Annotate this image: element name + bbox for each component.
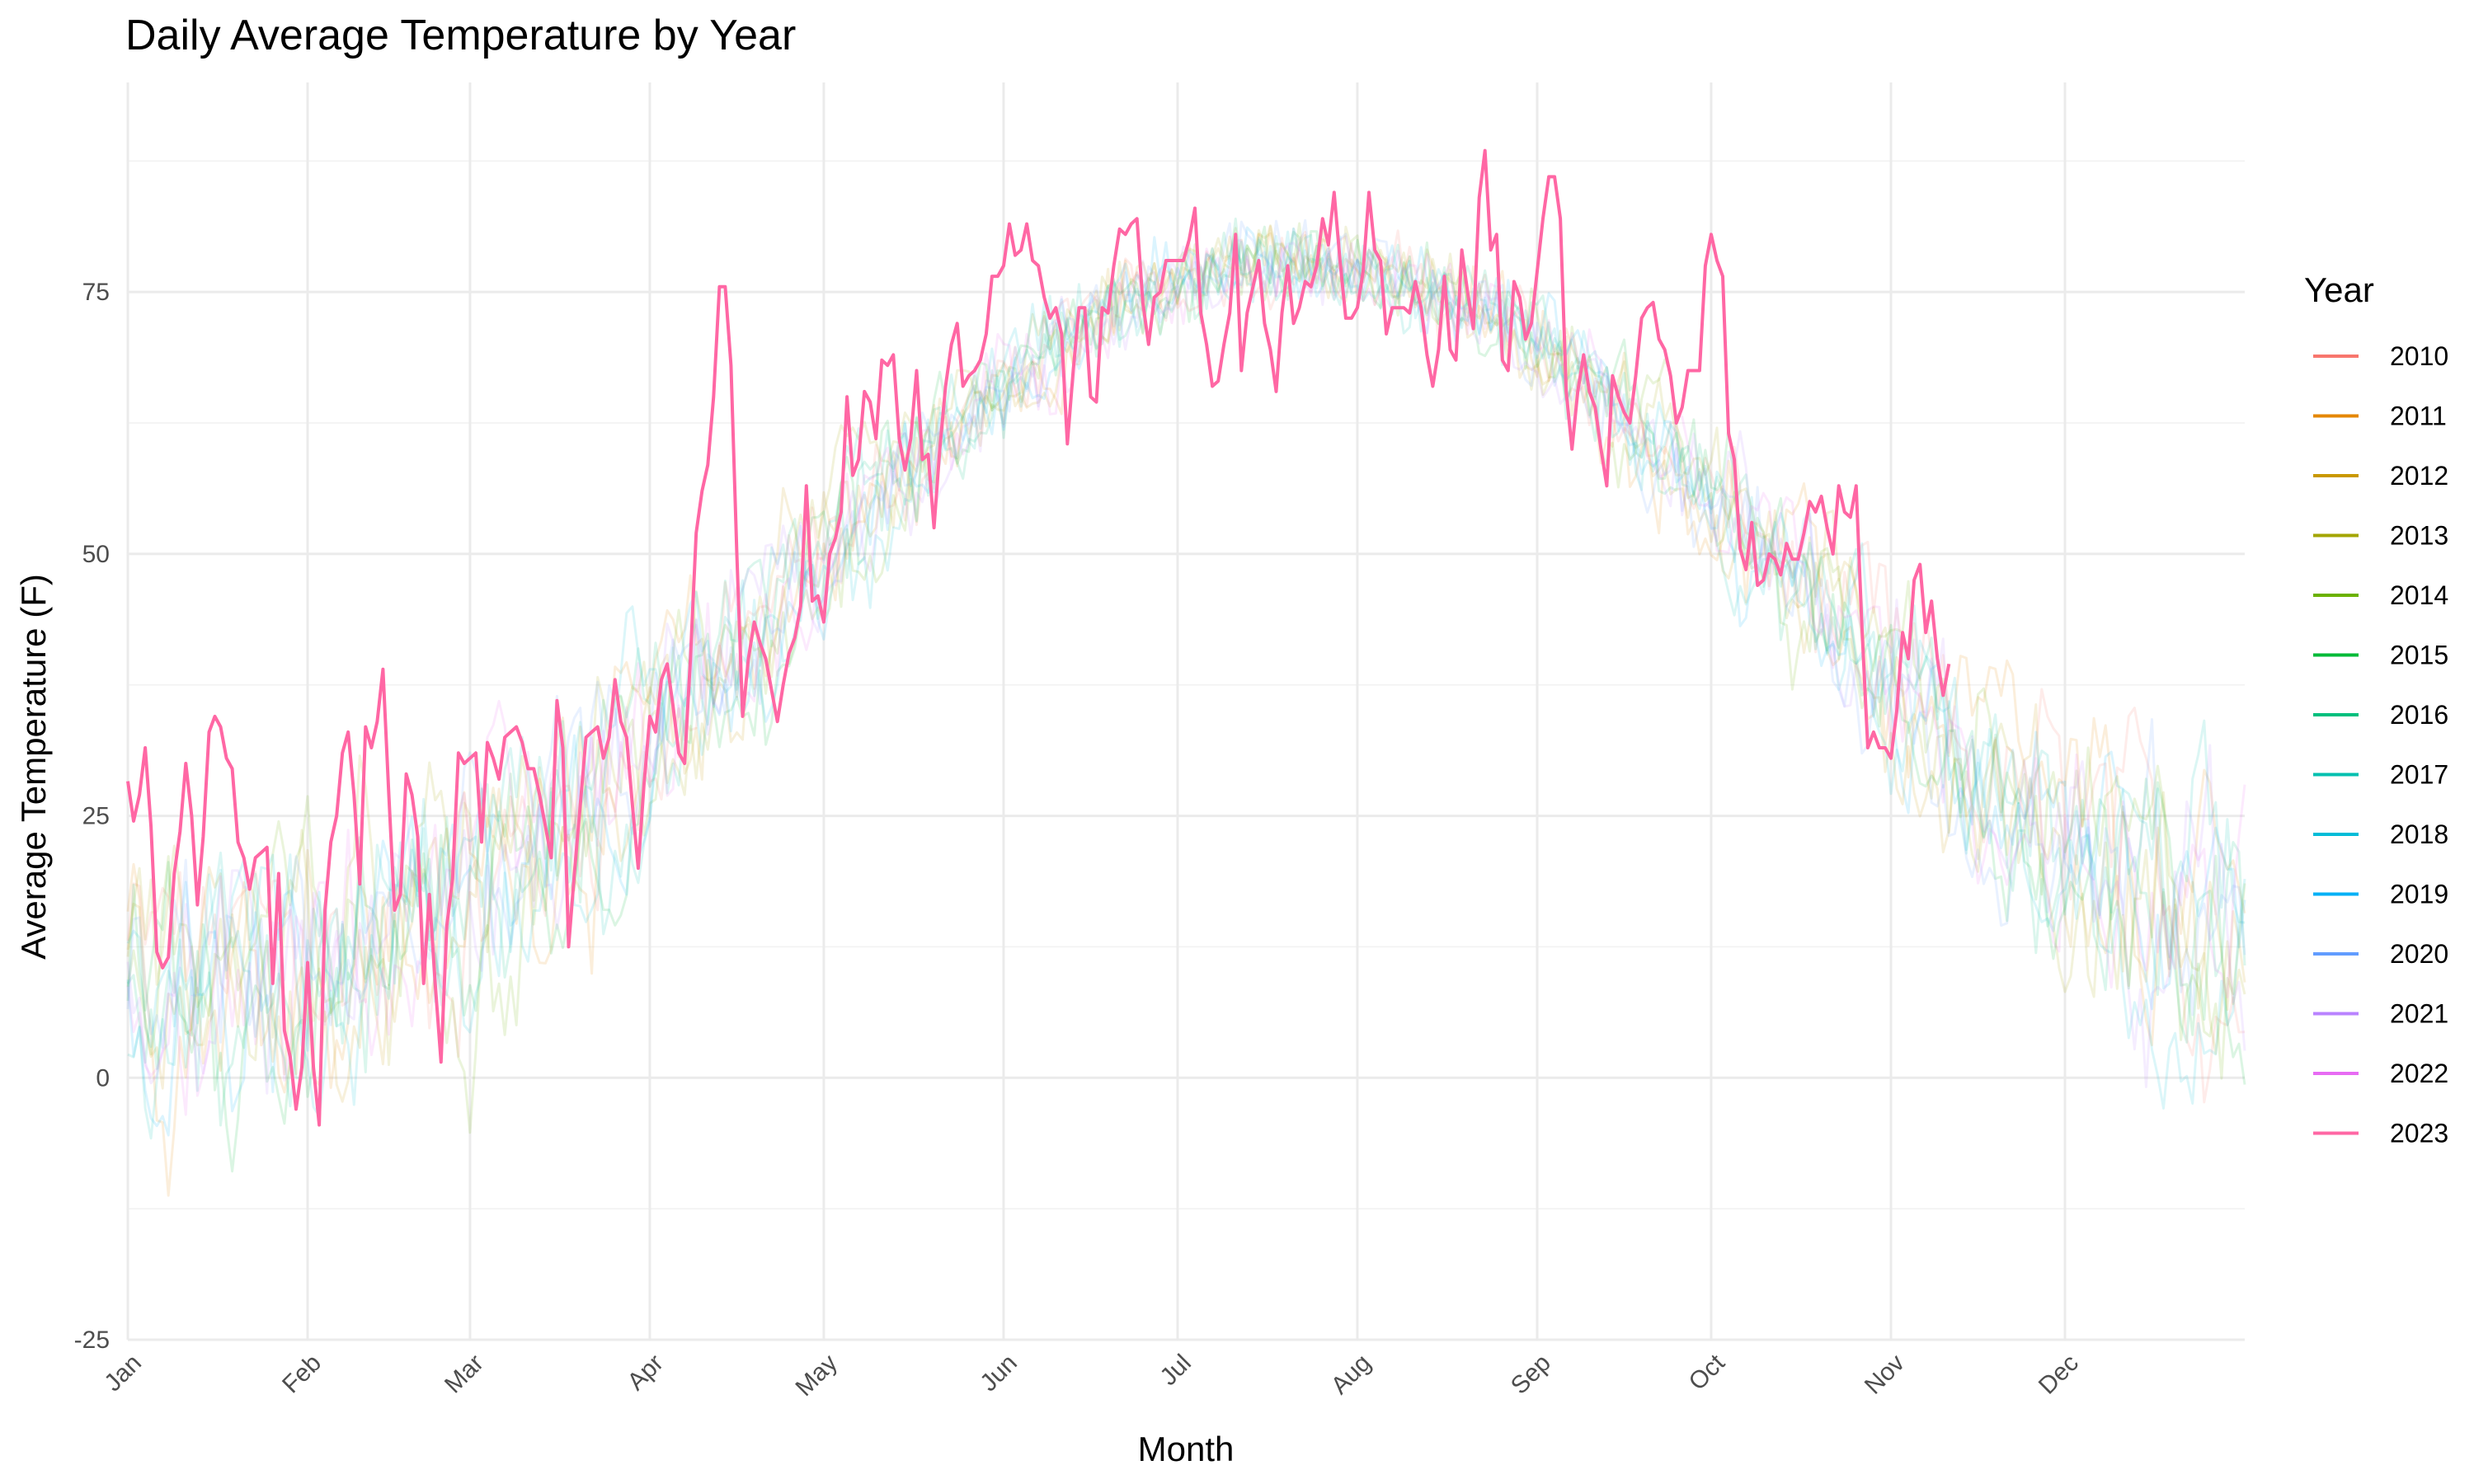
legend-entry-2017: 2017	[2313, 760, 2448, 790]
legend-title: Year	[2304, 270, 2374, 309]
legend-entry-2010: 2010	[2313, 341, 2448, 371]
legend-entry-2023: 2023	[2313, 1119, 2448, 1148]
series-line-2017	[127, 233, 2246, 1140]
legend-label: 2017	[2390, 760, 2448, 790]
legend-label: 2010	[2390, 341, 2448, 371]
x-axis-title: Month	[1138, 1430, 1235, 1468]
x-tick-label: Nov	[1860, 1350, 1910, 1400]
background-series-group	[126, 217, 2246, 1197]
legend-label: 2016	[2390, 700, 2448, 730]
x-tick-label: Jul	[1155, 1350, 1196, 1391]
series-line-2010	[126, 229, 2246, 1104]
legend-entry-2018: 2018	[2313, 819, 2448, 849]
x-tick-label: Feb	[277, 1350, 327, 1399]
legend-entry-2014: 2014	[2313, 580, 2448, 610]
legend-label: 2012	[2390, 461, 2448, 491]
legend-entry-2016: 2016	[2313, 700, 2448, 730]
legend-entry-2013: 2013	[2313, 521, 2448, 551]
y-tick-label: 75	[82, 279, 110, 306]
y-tick-label: 25	[82, 803, 110, 830]
legend-entry-2022: 2022	[2313, 1059, 2448, 1088]
x-tick-label: Jan	[99, 1350, 147, 1397]
x-tick-label: Oct	[1684, 1349, 1731, 1396]
legend-label: 2022	[2390, 1059, 2448, 1088]
x-tick-label: May	[790, 1350, 842, 1402]
x-axis-ticks: Jan Feb Mar Apr May Jun Jul Aug Sep Oct Nov Dec	[99, 1349, 2084, 1402]
legend: Year 20102011201220132014201520162017201…	[2304, 270, 2448, 1148]
chart-title: Daily Average Temperature by Year	[125, 12, 796, 59]
legend-label: 2011	[2390, 402, 2447, 431]
legend-label: 2020	[2390, 939, 2448, 969]
y-tick-label: -25	[74, 1327, 110, 1354]
legend-label: 2013	[2390, 521, 2448, 551]
series-line-2019	[126, 226, 2246, 1137]
grid-lines	[126, 82, 2245, 1341]
legend-label: 2015	[2390, 641, 2448, 670]
legend-entry-2011: 2011	[2313, 402, 2447, 431]
legend-entry-2020: 2020	[2313, 939, 2448, 969]
x-tick-label: Jun	[975, 1350, 1023, 1397]
legend-items: 2010 2011 2012 2013 2014 2015 2016 2017 2018 2019…	[2313, 341, 2448, 1148]
series-line-2020	[126, 218, 2246, 1050]
x-tick-label: Apr	[623, 1350, 669, 1396]
legend-label: 2018	[2390, 819, 2448, 849]
y-axis-title: Average Temperature (F)	[14, 574, 53, 960]
x-tick-label: Aug	[1326, 1350, 1376, 1400]
legend-entry-2012: 2012	[2313, 461, 2448, 491]
y-tick-label: 50	[82, 541, 110, 568]
legend-entry-2019: 2019	[2313, 880, 2448, 909]
x-tick-label: Sep	[1506, 1350, 1556, 1400]
series-line-2015	[126, 225, 2246, 1173]
x-tick-label: Mar	[440, 1350, 489, 1399]
legend-entry-2015: 2015	[2313, 641, 2448, 670]
series-line-2014	[126, 222, 2246, 1134]
legend-entry-2021: 2021	[2313, 999, 2448, 1029]
highlight-series-group	[126, 148, 1951, 1127]
y-axis-ticks: -25 0 25 50 75	[74, 279, 110, 1354]
series-line-2018	[126, 230, 2246, 1117]
series-line-2023	[126, 148, 1951, 1127]
legend-label: 2019	[2390, 880, 2448, 909]
legend-label: 2023	[2390, 1119, 2448, 1148]
legend-label: 2014	[2390, 580, 2448, 610]
y-tick-label: 0	[96, 1064, 110, 1092]
series-line-2011	[126, 225, 2246, 1197]
x-tick-label: Dec	[2034, 1350, 2084, 1400]
legend-label: 2021	[2390, 999, 2448, 1029]
